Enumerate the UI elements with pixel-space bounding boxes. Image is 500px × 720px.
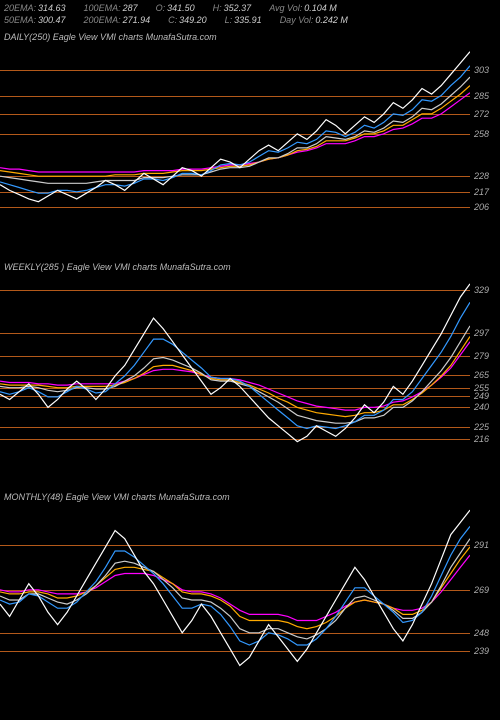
price-line: [0, 284, 470, 442]
panel-title: WEEKLY(285 ) Eagle View VMI charts Munaf…: [4, 262, 231, 272]
y-tick-label: 291: [474, 540, 489, 550]
ema50-line: [0, 77, 470, 183]
chart-lines: [0, 276, 470, 460]
ema200-line: [0, 93, 470, 172]
panel-title: MONTHLY(48) Eagle View VMI charts Munafa…: [4, 492, 230, 502]
y-tick-label: 297: [474, 328, 489, 338]
ema100-line: [0, 337, 470, 417]
ema50-line: [0, 326, 470, 423]
chart-area: [0, 46, 470, 230]
y-tick-label: 248: [474, 628, 489, 638]
y-tick-label: 225: [474, 422, 489, 432]
chart-panel-2: MONTHLY(48) Eagle View VMI charts Munafa…: [0, 490, 500, 690]
chart-lines: [0, 46, 470, 230]
indicator-header: 20EMA:314.63100EMA:287O:341.50H:352.37Av…: [4, 2, 496, 26]
y-tick-label: 206: [474, 202, 489, 212]
y-tick-label: 228: [474, 171, 489, 181]
y-tick-label: 258: [474, 129, 489, 139]
y-tick-label: 329: [474, 285, 489, 295]
y-tick-label: 216: [474, 434, 489, 444]
ema20-line: [0, 302, 470, 428]
y-tick-label: 269: [474, 585, 489, 595]
header-row-1: 20EMA:314.63100EMA:287O:341.50H:352.37Av…: [4, 2, 496, 14]
ema100-line: [0, 86, 470, 177]
y-tick-label: 303: [474, 65, 489, 75]
chart-lines: [0, 506, 470, 690]
y-axis-labels: 303 285 272 258 228 217 206: [472, 46, 500, 230]
header-row-2: 50EMA:300.47200EMA:271.94C:349.20L:335.9…: [4, 14, 496, 26]
ema20-line: [0, 66, 470, 193]
y-tick-label: 240: [474, 402, 489, 412]
y-axis-labels: 291 269 248 239: [472, 506, 500, 690]
ema100-line: [0, 547, 470, 629]
y-axis-labels: 329297279265255249240225216: [472, 276, 500, 460]
ema20-line: [0, 526, 470, 645]
chart-panel-0: DAILY(250) Eagle View VMI charts MunafaS…: [0, 30, 500, 230]
price-line: [0, 510, 470, 665]
chart-area: [0, 506, 470, 690]
price-line: [0, 52, 470, 202]
y-tick-label: 279: [474, 351, 489, 361]
chart-area: [0, 276, 470, 460]
y-tick-label: 217: [474, 187, 489, 197]
chart-panel-1: WEEKLY(285 ) Eagle View VMI charts Munaf…: [0, 260, 500, 460]
panel-title: DAILY(250) Eagle View VMI charts MunafaS…: [4, 32, 217, 42]
y-tick-label: 239: [474, 646, 489, 656]
y-tick-label: 272: [474, 109, 489, 119]
y-tick-label: 285: [474, 91, 489, 101]
ema50-line: [0, 539, 470, 639]
y-tick-label: 249: [474, 391, 489, 401]
y-tick-label: 265: [474, 370, 489, 380]
